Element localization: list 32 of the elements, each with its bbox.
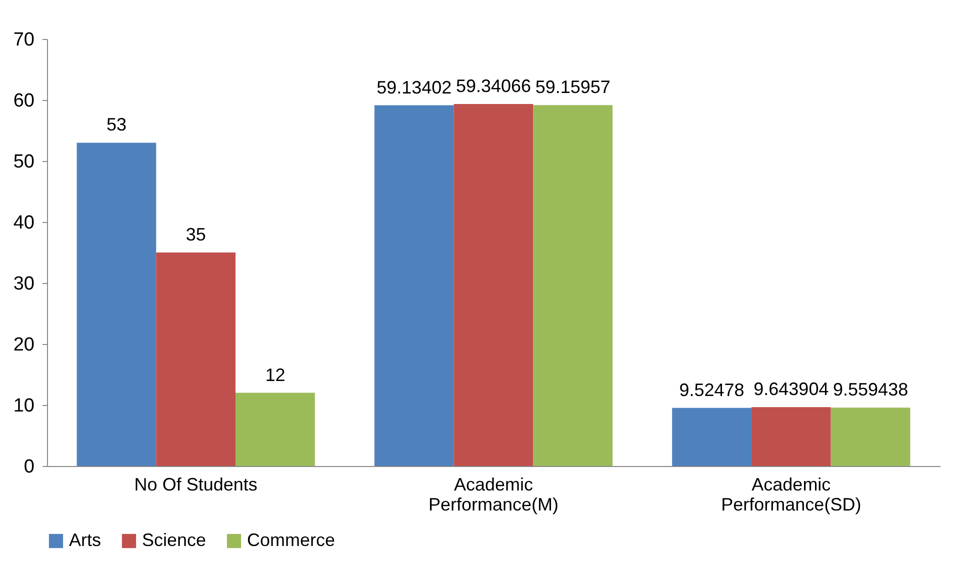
data-label: 9.643904 <box>754 379 829 400</box>
bar <box>454 104 534 466</box>
bar <box>830 408 910 466</box>
data-label: 35 <box>186 224 206 244</box>
y-tick-label: 60 <box>13 90 34 112</box>
bar <box>374 105 454 466</box>
bar <box>751 407 831 466</box>
x-tick-label: Academic Performance(SD) <box>721 474 862 514</box>
x-tick-label: Academic Performance(M) <box>428 474 559 514</box>
bar <box>236 392 315 466</box>
data-label: 9.52478 <box>679 380 744 400</box>
data-label: 53 <box>106 114 126 135</box>
bar <box>76 142 156 466</box>
y-tick-label: 0 <box>24 456 34 478</box>
y-tick-label: 50 <box>13 152 34 172</box>
y-tick-label: 10 <box>13 396 34 416</box>
data-label: 59.13402 <box>376 77 452 98</box>
bar <box>156 252 236 466</box>
x-tick-label: No Of Students <box>134 474 258 494</box>
y-tick-label: 20 <box>13 334 34 356</box>
bar <box>672 408 752 466</box>
data-label: 59.15957 <box>535 77 610 98</box>
data-label: 12 <box>265 364 286 385</box>
legend-label: Commerce <box>247 530 336 550</box>
data-label: 59.34066 <box>456 76 532 96</box>
bar <box>533 105 613 466</box>
legend-label: Science <box>142 530 206 550</box>
y-tick-label: 70 <box>13 30 34 50</box>
legend-label: Arts <box>69 530 102 550</box>
y-tick-label: 30 <box>13 274 34 294</box>
y-tick-label: 40 <box>13 212 34 234</box>
data-label: 9.559438 <box>833 380 908 400</box>
